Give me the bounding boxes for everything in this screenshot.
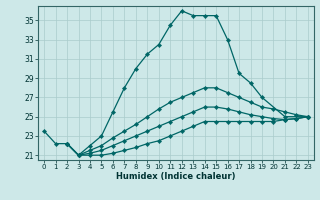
X-axis label: Humidex (Indice chaleur): Humidex (Indice chaleur)	[116, 172, 236, 181]
